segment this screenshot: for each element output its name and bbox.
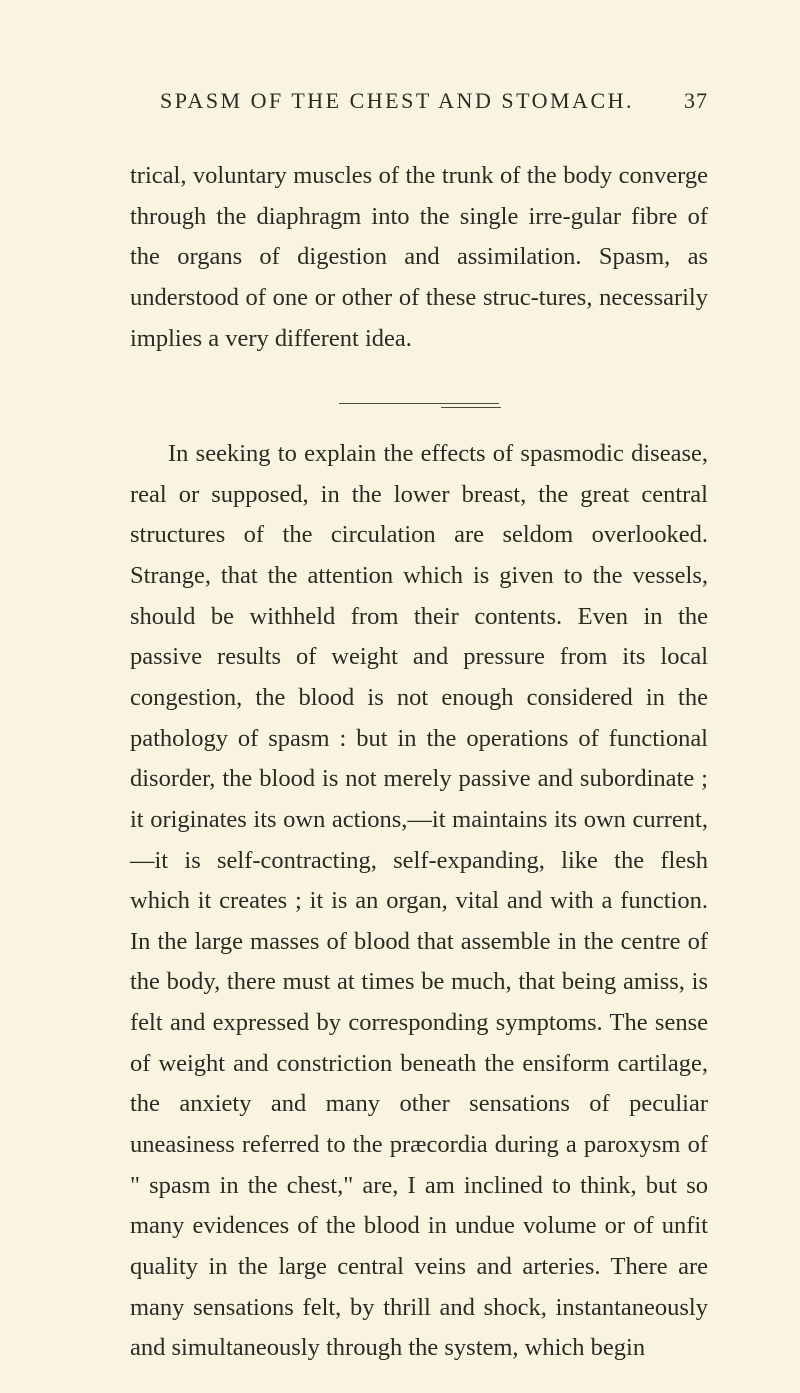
divider-rule bbox=[339, 403, 499, 404]
page-number: 37 bbox=[664, 88, 708, 114]
running-title: SPASM OF THE CHEST AND STOMACH. bbox=[130, 88, 664, 114]
body-text: trical, voluntary muscles of the trunk o… bbox=[130, 156, 708, 1369]
paragraph-2: In seeking to explain the effects of spa… bbox=[130, 434, 708, 1369]
page: SPASM OF THE CHEST AND STOMACH. 37 trica… bbox=[0, 0, 800, 1393]
running-head: SPASM OF THE CHEST AND STOMACH. 37 bbox=[130, 88, 708, 114]
section-divider bbox=[130, 377, 708, 418]
paragraph-1: trical, voluntary muscles of the trunk o… bbox=[130, 156, 708, 359]
